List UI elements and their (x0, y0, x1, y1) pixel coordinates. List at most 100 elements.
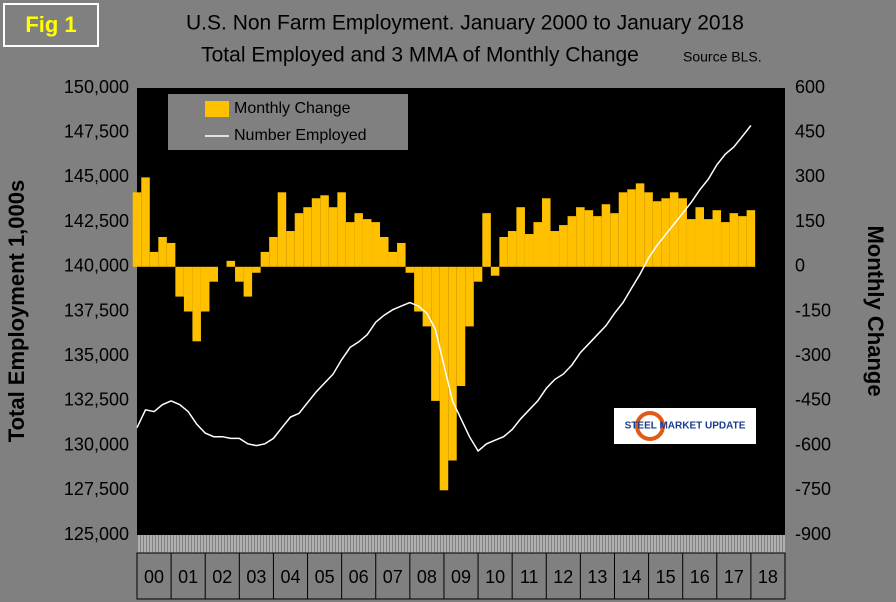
y-axis-label: Total Employment 1,000s (4, 180, 29, 442)
bar (644, 192, 653, 267)
bar (226, 260, 236, 267)
bar (652, 201, 662, 267)
bar (610, 213, 619, 267)
y-tick-label: 132,500 (64, 390, 129, 410)
bar (209, 266, 218, 282)
bar (686, 219, 696, 267)
bar (175, 266, 184, 297)
bar (507, 231, 517, 267)
y-tick-label: 130,000 (64, 434, 129, 454)
bar (431, 266, 440, 401)
bar (729, 213, 739, 267)
x-tick-label: 01 (178, 567, 198, 587)
bar (516, 207, 525, 267)
bar (627, 189, 636, 267)
bar (550, 231, 560, 267)
x-tick-label: 00 (144, 567, 164, 587)
bar (482, 213, 491, 267)
x-tick-label: 14 (622, 567, 642, 587)
y-tick-label: 140,000 (64, 256, 129, 276)
x-tick-label: 03 (246, 567, 266, 587)
x-tick-label: 06 (349, 567, 369, 587)
bar (465, 266, 474, 327)
bar (311, 198, 321, 267)
bar (414, 266, 423, 312)
y-tick-label: 147,500 (64, 121, 129, 141)
bar (405, 266, 415, 273)
bar (721, 222, 730, 267)
bar (661, 198, 670, 267)
bar (490, 266, 500, 276)
bar (422, 266, 432, 327)
y2-axis-label: Monthly Change (863, 225, 888, 396)
x-tick-label: 16 (690, 567, 710, 587)
y2-tick-label: -600 (795, 434, 831, 454)
bar (192, 266, 201, 342)
legend-label: Monthly Change (234, 100, 351, 117)
y2-tick-label: 150 (795, 211, 825, 231)
y-tick-label: 125,000 (64, 524, 129, 544)
bar (243, 266, 253, 297)
bar (738, 216, 747, 267)
x-tick-label: 10 (485, 567, 505, 587)
bar (200, 266, 210, 312)
bar (354, 213, 363, 267)
legend-swatch (205, 101, 229, 117)
bar (371, 222, 380, 267)
bar (362, 219, 372, 267)
bar (158, 237, 167, 267)
bar (132, 192, 142, 267)
bar (260, 251, 270, 267)
bar (149, 251, 159, 267)
y2-tick-label: -450 (795, 390, 831, 410)
bar (397, 242, 406, 267)
y2-tick-label: -300 (795, 345, 831, 365)
bar (593, 216, 602, 267)
y-tick-label: 145,000 (64, 166, 129, 186)
bar (524, 234, 534, 267)
minor-ticks (137, 535, 785, 553)
x-tick-label: 13 (587, 567, 607, 587)
bar (388, 251, 398, 267)
x-tick-label: 12 (553, 567, 573, 587)
bar (277, 192, 287, 267)
bar (235, 266, 244, 282)
bar (533, 222, 542, 267)
bar (439, 266, 449, 491)
bar (252, 266, 261, 273)
legend-label: Number Employed (234, 127, 367, 144)
bar (678, 198, 687, 267)
bar (669, 192, 679, 267)
y2-tick-label: 0 (795, 256, 805, 276)
bar (559, 225, 568, 267)
bar (635, 183, 645, 267)
bar (286, 231, 295, 267)
x-tick-label: 02 (212, 567, 232, 587)
y-tick-label: 127,500 (64, 479, 129, 499)
bar (567, 216, 577, 267)
bar (542, 198, 551, 267)
bar (320, 195, 329, 267)
bar (712, 210, 722, 267)
bar (704, 219, 713, 267)
logo-text: STEEL MARKET UPDATE (625, 421, 746, 432)
y-tick-label: 135,000 (64, 345, 129, 365)
bar (337, 192, 346, 267)
bar (576, 207, 585, 267)
bar (380, 237, 389, 267)
bar (345, 222, 355, 267)
x-tick-label: 07 (383, 567, 403, 587)
bar (448, 266, 457, 461)
x-tick-label: 17 (724, 567, 744, 587)
logo-icon (635, 411, 665, 441)
y-tick-label: 137,500 (64, 300, 129, 320)
bar (166, 242, 176, 267)
bar (141, 177, 150, 267)
fig-box (3, 3, 99, 47)
bar (499, 237, 508, 267)
figure-label: Fig 1 (25, 12, 76, 37)
bar (584, 210, 594, 267)
x-tick-label: 18 (758, 567, 778, 587)
bar (473, 266, 483, 282)
